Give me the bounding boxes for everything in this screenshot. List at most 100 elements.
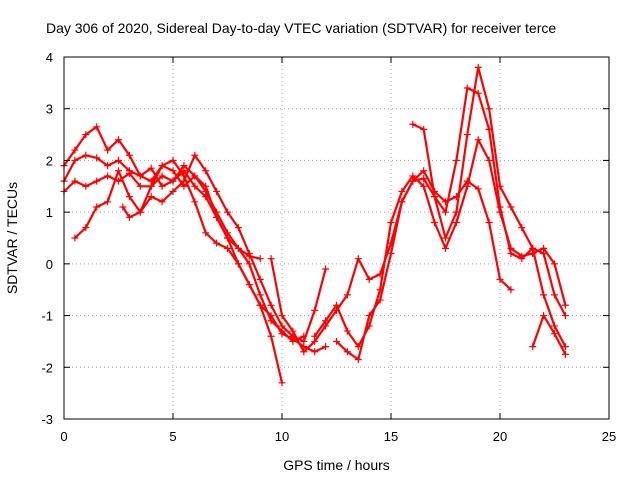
data-point — [474, 136, 482, 144]
data-point — [507, 203, 515, 211]
data-point — [202, 167, 210, 175]
data-point — [496, 182, 504, 190]
data-point — [136, 182, 144, 190]
data-point — [398, 198, 406, 206]
data-point — [561, 343, 569, 351]
data-point — [267, 301, 275, 309]
data-point — [234, 244, 242, 252]
data-point — [529, 244, 537, 252]
data-point — [398, 187, 406, 195]
data-point — [343, 327, 351, 335]
y-axis-label: SDTVAR / TECUs — [4, 182, 20, 294]
data-point — [507, 250, 515, 258]
data-point — [147, 193, 155, 201]
data-point — [518, 224, 526, 232]
data-point — [463, 182, 471, 190]
data-point — [420, 125, 428, 133]
data-point — [180, 177, 188, 185]
data-point — [540, 312, 548, 320]
data-point — [213, 239, 221, 247]
data-point — [474, 185, 482, 193]
data-point — [158, 198, 166, 206]
data-point — [311, 332, 319, 340]
data-point — [256, 255, 264, 263]
x-tick-label: 20 — [493, 429, 507, 444]
data-point — [529, 343, 537, 351]
y-tick-label: -1 — [41, 309, 53, 324]
data-point — [93, 203, 101, 211]
data-point — [82, 224, 90, 232]
data-point — [104, 146, 112, 154]
data-point — [234, 224, 242, 232]
series-sat-6 — [267, 167, 515, 356]
data-point — [71, 156, 79, 164]
data-point — [409, 120, 417, 128]
series-sat-9 — [409, 63, 569, 351]
data-point — [267, 312, 275, 320]
data-point — [104, 162, 112, 170]
data-point — [191, 151, 199, 159]
y-tick-label: 3 — [46, 102, 53, 117]
data-point — [169, 187, 177, 195]
data-point — [191, 182, 199, 190]
series-line — [62, 169, 327, 353]
x-axis-label: GPS time / hours — [283, 457, 390, 473]
data-point — [125, 167, 133, 175]
data-point — [485, 156, 493, 164]
data-point — [158, 172, 166, 180]
data-point — [245, 281, 253, 289]
y-tick-label: -3 — [41, 412, 53, 427]
data-point — [256, 275, 264, 283]
data-point — [93, 154, 101, 162]
y-tick-label: 4 — [46, 50, 53, 65]
data-point — [431, 218, 439, 226]
data-point — [333, 301, 340, 309]
data-point — [104, 198, 112, 206]
data-point — [485, 218, 493, 226]
data-point — [551, 291, 558, 299]
data-point — [125, 193, 133, 201]
data-point — [93, 123, 101, 131]
data-point — [202, 187, 210, 195]
data-point — [136, 172, 144, 180]
data-point — [561, 301, 569, 309]
data-point — [119, 203, 127, 211]
data-point — [278, 312, 286, 320]
data-point — [442, 244, 449, 252]
data-point — [278, 330, 286, 338]
x-tick-label: 5 — [169, 429, 176, 444]
data-point — [71, 146, 79, 154]
y-tick-label: -2 — [41, 360, 53, 375]
data-point — [551, 330, 558, 338]
data-point — [420, 175, 428, 183]
data-point — [376, 296, 384, 304]
y-tick-label: 2 — [46, 153, 53, 168]
y-tick-label: 0 — [46, 257, 53, 272]
series-sat-10 — [529, 312, 569, 358]
data-point — [289, 327, 297, 335]
data-point — [147, 182, 155, 190]
data-point — [191, 172, 199, 180]
data-point — [93, 177, 101, 185]
data-point — [224, 244, 231, 252]
data-point — [365, 275, 373, 283]
data-point — [115, 167, 122, 175]
data-point — [125, 213, 133, 221]
data-point — [452, 208, 460, 216]
data-point — [278, 322, 286, 330]
data-point — [311, 348, 319, 356]
data-point — [71, 177, 79, 185]
data-point — [82, 182, 90, 190]
data-point — [561, 312, 569, 320]
data-point — [158, 162, 166, 170]
data-point — [213, 187, 221, 195]
data-point — [104, 172, 112, 180]
data-point — [278, 379, 286, 387]
data-point — [420, 167, 428, 175]
data-point — [551, 322, 558, 330]
data-point — [409, 177, 417, 185]
data-point — [169, 156, 177, 164]
data-point — [169, 177, 177, 185]
